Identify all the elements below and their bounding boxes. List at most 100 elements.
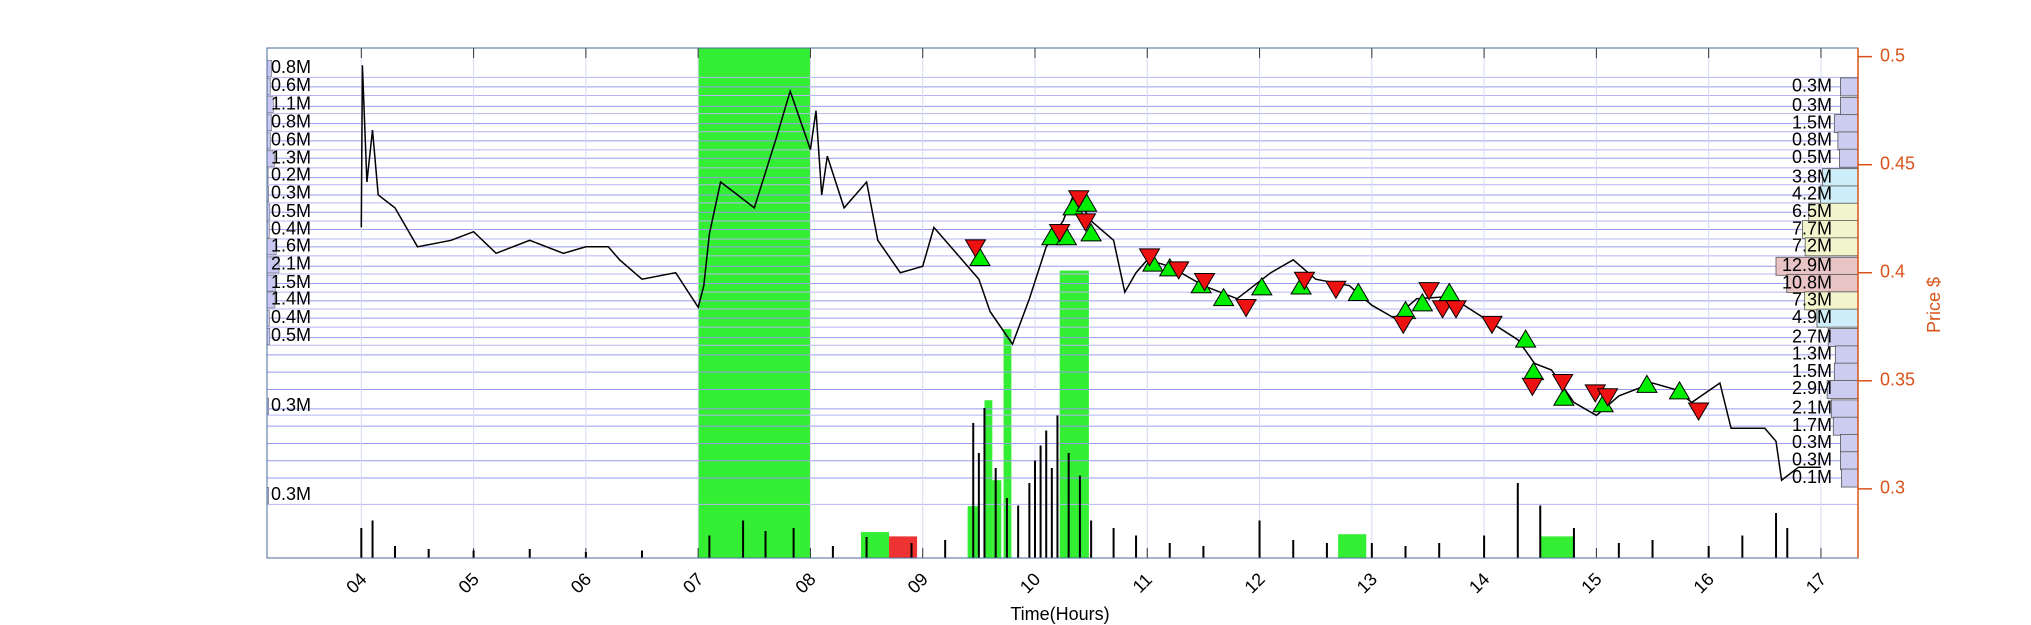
volume-bar: [1258, 520, 1261, 558]
volume-bar: [1039, 445, 1042, 558]
volume-bar: [865, 537, 868, 558]
left-profile-label: 0.4M: [271, 307, 311, 327]
right-profile-label: 0.3M: [1792, 432, 1832, 452]
volume-block: [860, 532, 890, 558]
volume-bar: [1112, 528, 1115, 558]
left-profile-label: 0.5M: [271, 325, 311, 345]
price-line: [360, 65, 1821, 482]
volume-bar: [393, 546, 396, 558]
right-profile-bar: [1839, 148, 1859, 168]
left-profile-label: 0.6M: [271, 130, 311, 150]
buy-marker: [1347, 282, 1370, 301]
right-profile-label: 2.9M: [1792, 378, 1832, 398]
right-profile-label: 0.5M: [1792, 147, 1832, 167]
right-profile-label: 12.9M: [1782, 255, 1832, 275]
volume-bar: [1090, 520, 1093, 558]
volume-bar: [1741, 535, 1744, 558]
sell-marker: [1687, 402, 1710, 421]
volume-bar: [1028, 483, 1031, 558]
sell-marker: [1193, 273, 1216, 292]
left-profile-label: 0.5M: [271, 201, 311, 221]
sell-marker: [1325, 280, 1347, 300]
left-profile-label: 0.3M: [271, 395, 311, 415]
right-profile-bar: [1827, 328, 1859, 347]
right-profile-label: 1.5M: [1792, 112, 1832, 132]
x-tick-label: 13: [1353, 569, 1381, 597]
right-profile-bar: [1840, 434, 1859, 453]
left-profile-label: 0.8M: [271, 57, 311, 77]
sell-marker: [1074, 213, 1097, 232]
sell-marker: [1048, 223, 1071, 243]
right-profile-label: 4.9M: [1792, 307, 1832, 327]
volume-bar: [528, 549, 531, 558]
volume-bar: [972, 423, 975, 558]
right-profile-bar: [1841, 468, 1859, 488]
right-profile-label: 3.8M: [1792, 166, 1832, 186]
volume-bar: [1404, 546, 1407, 558]
buy-marker: [1080, 222, 1103, 242]
volume-bar: [977, 453, 980, 558]
volume-block: [698, 48, 811, 558]
volume-bar: [1056, 415, 1059, 558]
right-profile-label: 0.3M: [1792, 76, 1832, 96]
right-profile-label: 0.3M: [1792, 450, 1832, 470]
volume-bar: [1017, 505, 1020, 558]
left-profile-label: 1.3M: [271, 148, 311, 168]
volume-bar: [1045, 430, 1048, 558]
volume-bar: [1572, 528, 1575, 558]
volume-block: [992, 480, 1002, 558]
left-profile-label: 0.6M: [271, 75, 311, 95]
buy-marker: [1212, 287, 1235, 307]
buy-marker: [1552, 387, 1575, 406]
volume-block: [1338, 534, 1367, 558]
y2-tick-label: 0.45: [1880, 153, 1915, 173]
right-profile-bar: [1840, 77, 1859, 97]
x-tick-label: 05: [455, 569, 483, 597]
volume-bar: [1033, 460, 1036, 558]
volume-bar: [944, 540, 947, 558]
left-profile-bar: [266, 132, 271, 150]
volume-bar: [1539, 505, 1542, 558]
left-profile-label: 1.4M: [271, 289, 311, 309]
volume-bar: [1707, 546, 1710, 558]
right-profile-bar: [1840, 451, 1859, 471]
right-profile-bar: [1833, 114, 1859, 134]
right-profile-label: 0.3M: [1792, 95, 1832, 115]
volume-bar: [831, 546, 834, 558]
x-tick-label: 16: [1690, 569, 1718, 597]
x-tick-label: 14: [1465, 569, 1493, 597]
right-profile-label: 2.7M: [1792, 326, 1832, 346]
sell-marker: [1521, 377, 1544, 397]
volume-block: [1540, 536, 1574, 558]
x-tick-label: 07: [679, 569, 707, 597]
volume-bar: [1005, 498, 1008, 558]
volume-bar: [1651, 540, 1654, 558]
volume-bar: [1617, 543, 1620, 558]
x-axis-label: Time(Hours): [1010, 604, 1109, 624]
buy-marker: [1636, 374, 1658, 393]
volume-bar: [910, 543, 913, 558]
sell-marker: [1596, 388, 1619, 407]
y2-tick-label: 0.4: [1880, 261, 1905, 281]
volume-bar: [994, 468, 997, 558]
y2-axis-label: Price $: [1924, 277, 1944, 333]
volume-bar: [983, 408, 986, 558]
left-profile-label: 1.5M: [271, 272, 311, 292]
volume-block: [984, 400, 993, 558]
volume-bar: [371, 520, 374, 558]
left-profile-label: 1.6M: [271, 236, 311, 256]
volume-bar: [1135, 535, 1138, 558]
sell-marker: [1481, 315, 1503, 335]
volume-bar: [764, 531, 767, 558]
volume-block: [1059, 270, 1089, 558]
volume-bar: [1067, 453, 1070, 558]
left-profile-label: 0.3M: [271, 183, 311, 203]
y2-tick-label: 0.5: [1880, 45, 1905, 65]
x-tick-label: 15: [1577, 569, 1605, 597]
right-profile-label: 10.8M: [1782, 272, 1832, 292]
volume-bar: [1168, 543, 1171, 558]
volume-bar: [1050, 468, 1053, 558]
volume-bar: [1292, 540, 1295, 558]
volume-bar: [360, 528, 363, 558]
left-profile-label: 1.1M: [271, 93, 311, 113]
